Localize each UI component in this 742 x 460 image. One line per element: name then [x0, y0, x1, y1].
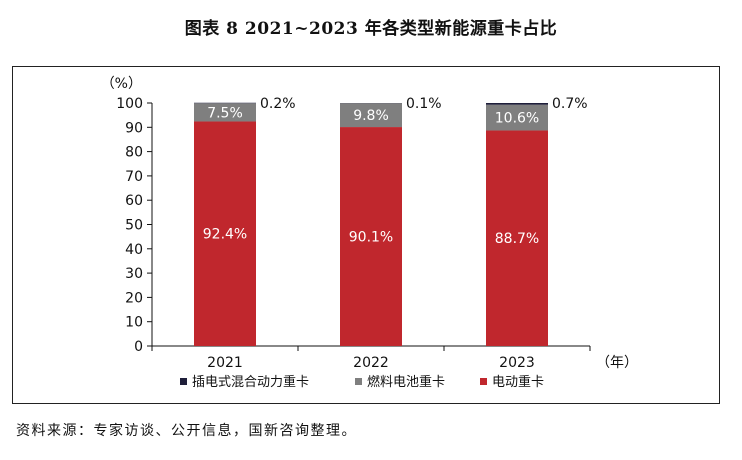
data-label: 10.6%	[495, 111, 539, 127]
y-tick-label: 10	[125, 315, 143, 331]
bar-segment	[194, 103, 256, 122]
data-label: 0.1%	[406, 96, 442, 112]
y-tick-label: 0	[134, 339, 143, 355]
bar-segment	[486, 103, 548, 105]
bar-segment	[486, 104, 548, 131]
legend-swatch	[355, 378, 362, 385]
data-label: 7.5%	[207, 105, 243, 121]
bar-segment	[486, 130, 548, 346]
data-label: 0.7%	[552, 96, 588, 112]
data-label: 88.7%	[495, 231, 539, 247]
y-tick-label: 100	[116, 96, 143, 112]
data-label: 9.8%	[353, 108, 389, 124]
data-label: 90.1%	[349, 230, 393, 246]
y-axis-unit: （%）	[101, 76, 142, 92]
source-note: 资料来源：专家访谈、公开信息，国新咨询整理。	[16, 423, 357, 439]
legend-label: 插电式混合动力重卡	[192, 374, 309, 390]
y-tick-label: 60	[125, 193, 143, 209]
data-label: 92.4%	[203, 227, 247, 243]
chart-frame	[12, 66, 720, 404]
data-label: 0.2%	[260, 96, 296, 112]
legend-label: 电动重卡	[492, 374, 544, 390]
bar-segment	[340, 127, 402, 346]
x-axis-unit: （年）	[596, 355, 638, 371]
legend-swatch	[480, 378, 487, 385]
y-tick-label: 50	[125, 218, 143, 234]
bar-segment	[340, 103, 402, 128]
y-tick-label: 70	[125, 169, 143, 185]
legend-label: 燃料电池重卡	[367, 374, 445, 390]
x-tick-label: 2021	[207, 355, 243, 371]
y-tick-label: 40	[125, 242, 143, 258]
x-tick-label: 2023	[499, 355, 535, 371]
x-tick-label: 2022	[353, 355, 389, 371]
y-tick-label: 90	[125, 120, 143, 136]
bar-segment	[194, 121, 256, 346]
legend-swatch	[180, 378, 187, 385]
y-tick-label: 30	[125, 266, 143, 282]
y-tick-label: 80	[125, 145, 143, 161]
y-tick-label: 20	[125, 290, 143, 306]
figure-title: 图表 8 2021~2023 年各类型新能源重卡占比	[184, 19, 558, 39]
